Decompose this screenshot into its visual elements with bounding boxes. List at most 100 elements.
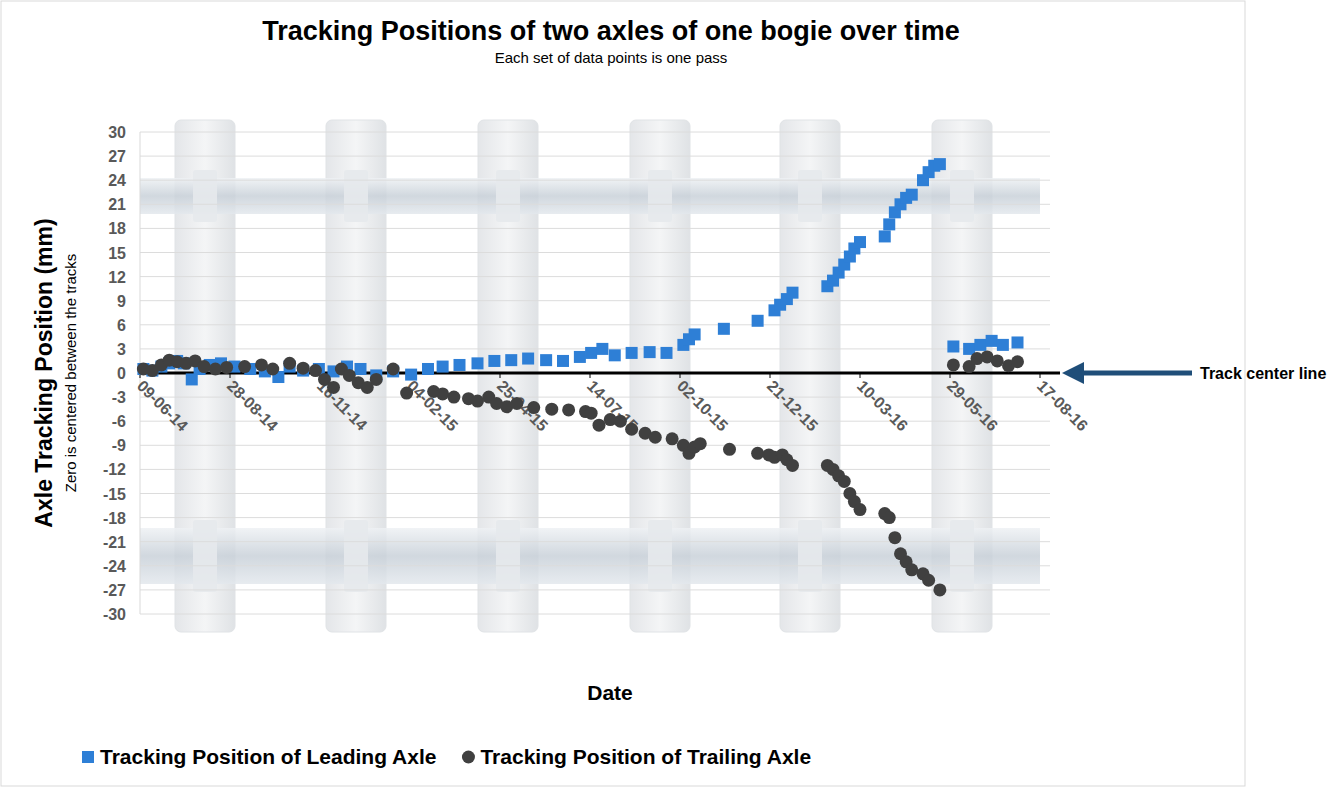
data-point — [626, 347, 638, 359]
data-point — [883, 511, 896, 524]
data-point — [405, 369, 417, 381]
y-tick-label: -27 — [103, 582, 126, 599]
rail-clip — [648, 520, 672, 592]
grid-line — [140, 300, 1050, 301]
data-point — [437, 361, 449, 373]
data-point — [220, 361, 233, 374]
x-tick — [1040, 373, 1041, 378]
grid-line — [140, 132, 1050, 133]
data-point — [934, 158, 946, 170]
grid-line — [140, 228, 1050, 229]
y-axis-title: Axle Tracking Position (mm) — [31, 218, 57, 527]
data-point — [751, 447, 764, 460]
grid-line — [140, 156, 1050, 157]
data-point — [888, 531, 901, 544]
rail-clip — [193, 170, 217, 222]
data-point — [723, 443, 736, 456]
annotation-arrowhead — [1062, 362, 1084, 384]
data-point — [694, 437, 707, 450]
x-tick — [500, 373, 501, 378]
subtitle: Each set of data points is one pass — [495, 49, 728, 66]
data-point — [963, 343, 975, 355]
data-point — [355, 363, 367, 375]
rail-clip — [798, 170, 822, 222]
y-tick-label: -24 — [103, 558, 126, 575]
data-point — [540, 354, 552, 366]
data-point — [644, 346, 656, 358]
data-point — [649, 431, 662, 444]
data-point — [986, 335, 998, 347]
rail-clip — [344, 520, 368, 592]
data-point — [370, 373, 383, 386]
data-point — [574, 351, 586, 363]
data-point — [400, 387, 413, 400]
data-point — [718, 323, 730, 335]
y-tick-label: -9 — [112, 437, 126, 454]
data-point — [283, 357, 296, 370]
data-point — [947, 358, 960, 371]
data-point — [854, 236, 866, 248]
data-point — [879, 230, 891, 242]
data-point — [625, 423, 638, 436]
data-point — [387, 362, 400, 375]
data-point — [454, 359, 466, 371]
y-tick-label: -15 — [103, 486, 126, 503]
x-tick — [230, 373, 231, 378]
legend-label: Tracking Position of Trailing Axle — [480, 745, 811, 768]
track-background — [140, 120, 1040, 632]
grid-line — [140, 469, 1050, 470]
data-point — [422, 363, 434, 375]
chart: -30-27-24-21-18-15-12-9-6-30369121518212… — [0, 0, 1332, 787]
annotation-arrow — [1080, 371, 1192, 376]
title: Tracking Positions of two axles of one b… — [262, 16, 960, 46]
data-point — [593, 419, 606, 432]
rail — [140, 528, 1040, 584]
grid-line — [140, 445, 1050, 446]
data-point — [505, 354, 517, 366]
data-point — [562, 403, 575, 416]
x-axis-title: Date — [587, 681, 633, 704]
data-point — [596, 343, 608, 355]
data-point — [488, 355, 500, 367]
grid-line — [140, 324, 1050, 325]
data-point — [266, 362, 279, 375]
grid-line — [140, 541, 1050, 542]
data-point — [666, 432, 679, 445]
data-point — [854, 503, 867, 516]
grid-line — [140, 252, 1050, 253]
y-tick-label: -12 — [103, 461, 126, 478]
data-point — [906, 189, 918, 201]
x-tick-label: 28-08-14 — [224, 377, 281, 434]
y-tick-label: 6 — [117, 317, 126, 334]
x-tick-label: 29-05-16 — [944, 377, 1001, 434]
data-point — [974, 339, 986, 351]
y-tick-label: 9 — [117, 293, 126, 310]
data-point — [609, 349, 621, 361]
data-point — [447, 391, 460, 404]
x-tick-label: 17-08-16 — [1034, 377, 1091, 434]
grid-line — [140, 204, 1050, 205]
x-tick-label: 21-12-15 — [764, 377, 821, 434]
data-point — [198, 360, 211, 373]
y-tick-label: -30 — [103, 606, 126, 623]
grid-line — [140, 517, 1050, 518]
y-tick-label: -21 — [103, 534, 126, 551]
data-point — [905, 563, 918, 576]
y-tick-label: 21 — [108, 196, 126, 213]
rail-clip — [950, 520, 974, 592]
y-tick-label: 0 — [117, 365, 126, 382]
grid-line — [140, 614, 1050, 615]
data-point — [472, 357, 484, 369]
data-point — [1011, 355, 1024, 368]
x-tick — [950, 373, 951, 378]
y-tick-label: 12 — [108, 269, 126, 286]
data-point — [947, 340, 959, 352]
rail-clip — [496, 520, 520, 592]
data-point — [297, 362, 310, 375]
y-tick-label: -18 — [103, 510, 126, 527]
y-tick-label: -6 — [112, 413, 126, 430]
data-point — [585, 407, 598, 420]
x-tick — [860, 373, 861, 378]
data-point — [614, 415, 627, 428]
y-tick-label: 3 — [117, 341, 126, 358]
